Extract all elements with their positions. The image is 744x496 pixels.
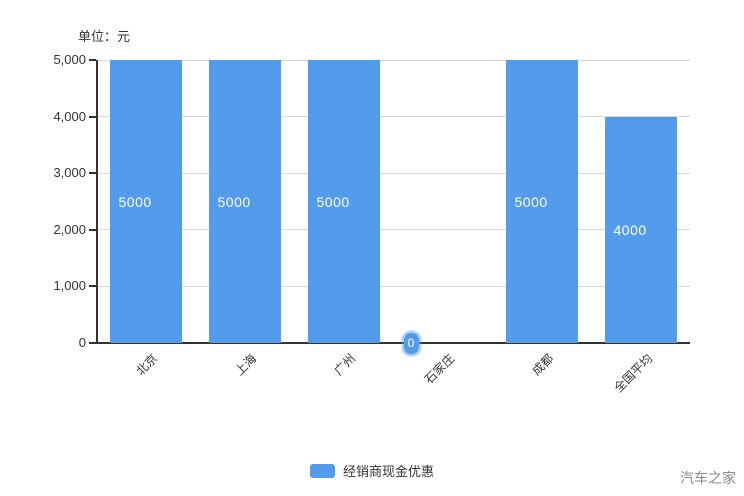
x-axis-label: 全国平均 <box>611 351 656 396</box>
y-axis-label: 4,000 <box>53 108 86 124</box>
y-axis-tick <box>89 228 96 231</box>
bar-value-label: 5000 <box>514 193 548 210</box>
bar[interactable] <box>505 60 578 343</box>
zero-value-badge[interactable]: 0 <box>403 332 419 354</box>
bar-value-label: 5000 <box>316 193 350 210</box>
x-axis-label: 广州 <box>331 351 359 379</box>
grid-line <box>98 172 690 174</box>
grid-line <box>98 285 690 287</box>
y-axis-label: 0 <box>78 335 86 350</box>
bar-value-label: 4000 <box>613 221 647 238</box>
grid-line <box>98 116 690 118</box>
x-axis-label: 石家庄 <box>422 351 458 387</box>
y-axis-line <box>96 60 98 343</box>
bar[interactable] <box>109 60 182 343</box>
bar[interactable] <box>604 116 677 343</box>
y-axis-label: 5,000 <box>53 52 86 67</box>
y-axis-tick <box>89 115 96 118</box>
y-axis-tick <box>89 342 96 344</box>
bar-value-label: 5000 <box>118 193 152 210</box>
y-axis-label: 2,000 <box>53 221 86 237</box>
y-axis-label: 3,000 <box>53 165 86 181</box>
y-axis-tick <box>89 172 96 175</box>
y-axis-label: 1,000 <box>53 278 86 294</box>
chart-legend[interactable]: 经销商现金优惠 <box>309 461 435 480</box>
y-axis-unit-label: 单位：元 <box>78 29 131 44</box>
bar[interactable] <box>208 60 281 343</box>
grid-line <box>98 59 690 61</box>
grid-line <box>98 229 690 231</box>
legend-swatch <box>309 463 335 478</box>
x-axis-line <box>96 342 690 344</box>
plot-area: 0 1,000 2,000 3,000 4,000 5,000 5000 北京 5000 上海 50… <box>53 53 690 395</box>
y-axis-tick <box>89 59 96 61</box>
legend-label: 经销商现金优惠 <box>342 464 435 479</box>
x-axis-label: 成都 <box>529 351 557 379</box>
x-axis-label: 上海 <box>232 351 260 379</box>
y-axis-tick <box>89 285 96 288</box>
bar[interactable] <box>307 60 380 343</box>
x-axis-label: 北京 <box>133 351 161 379</box>
watermark-autohome: 汽车之家 <box>680 470 736 486</box>
bar-value-label: 5000 <box>217 193 251 210</box>
